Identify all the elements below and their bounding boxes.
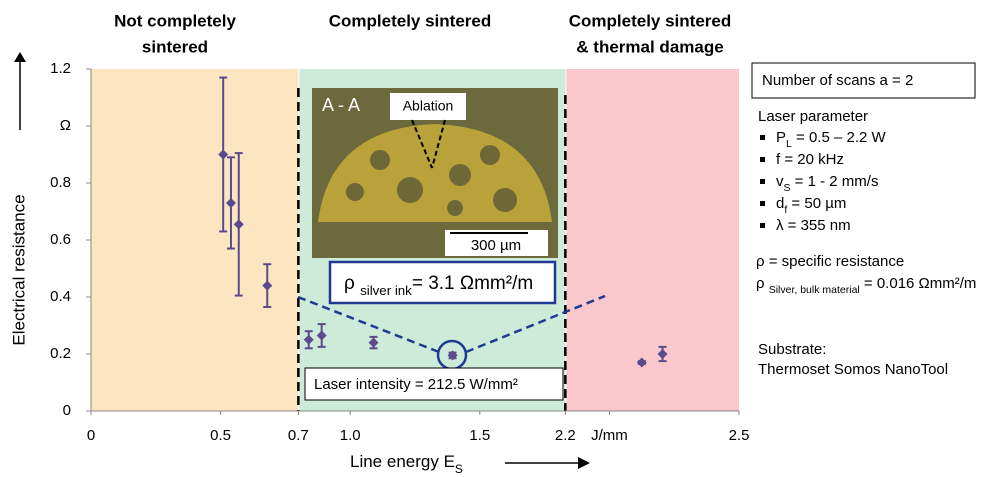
pore [449,164,471,186]
region [91,69,298,411]
subscript: S [455,462,463,476]
text-part: d [776,195,784,212]
laser-param: vS = 1 - 2 mm/s [776,173,878,194]
laser-param: f = 20 kHz [776,151,844,168]
pore [397,177,423,203]
laser-param: df = 50 µm [776,195,846,216]
region-title: Completely sintered [329,11,492,30]
text-part: = 3.1 Ωmm²/m [412,273,533,294]
bullet [760,223,765,228]
substrate: Thermoset Somos NanoTool [758,361,948,378]
x-tick-label: 2.5 [729,427,750,444]
intensity-label: Laser intensity = 212.5 W/mm² [314,376,518,393]
x-tick-label: 1.5 [469,427,490,444]
subscript: S [784,182,791,194]
inset-section: A - A [322,95,360,115]
pore [346,183,364,201]
x-tick-label: 0.5 [210,427,231,444]
micrograph: A - A Ablation 300 µm [312,88,558,258]
y-tick-label: 1.2 [50,60,71,77]
region-title: Not completely [114,11,236,30]
x-arrow-head [578,457,590,469]
text-part: P [776,129,786,146]
x-tick-label: J/mm [591,427,628,444]
y-tick-label: 0.6 [50,231,71,248]
region [566,69,739,411]
substrate: Substrate: [758,341,826,358]
bullet [760,135,765,140]
text-part: ρ [756,275,769,292]
region-title: Completely sintered [569,11,732,30]
pore [370,150,390,170]
pore [480,145,500,165]
y-tick-label: 0.8 [50,174,71,191]
x-tick-label: 2.2 [555,427,576,444]
y-tick-label: 0.2 [50,345,71,362]
pore [493,188,517,212]
text-part: ρ = specific resistance [756,253,904,270]
text-part: f = 20 kHz [776,151,844,168]
rho-bulk: ρ Silver, bulk material = 0.016 Ωmm²/m [756,275,976,296]
bullet [760,179,765,184]
text-part: = 1 - 2 mm/s [791,173,879,190]
text-part: = 0.016 Ωmm²/m [860,275,977,292]
bullet [760,157,765,162]
y-tick-label: Ω [60,117,71,134]
x-tick-label: 0 [87,427,95,444]
laser-param: λ = 355 nm [776,217,851,234]
chart: A - A Ablation 300 µm ρ silver ink= 3.1 … [0,0,1008,477]
pore [447,200,463,216]
laser-param: PL = 0.5 – 2.2 W [776,129,887,150]
text-part: ρ [344,273,360,294]
laser-title: Laser parameter [758,108,868,125]
scans-label: Number of scans a = 2 [762,72,913,89]
region-title: & thermal damage [576,37,723,56]
text-part: = 50 µm [787,195,846,212]
rho-definition: ρ = specific resistance [756,253,904,270]
x-tick-label: 1.0 [340,427,361,444]
inset-scale: 300 µm [471,237,521,254]
text-part: = 0.5 – 2.2 W [792,129,887,146]
text-part: λ = 355 nm [776,217,851,234]
x-axis-title: Line energy ES [350,452,463,476]
region-title: sintered [142,37,208,56]
subscript: silver ink [360,283,412,298]
inset-feature: Ablation [403,98,454,114]
text-part: Line energy E [350,452,455,471]
notes: PL = 0.5 – 2.2 Wf = 20 kHz vS = 1 - 2 mm/… [756,129,976,378]
y-axis-title: Electrical resistance [9,194,28,345]
y-tick-label: 0 [63,402,71,419]
y-arrow-head [14,52,26,62]
x-tick-label: 0.7 [288,427,309,444]
subscript: Silver, bulk material [769,284,860,296]
y-tick-label: 0.4 [50,288,71,305]
bullet [760,201,765,206]
